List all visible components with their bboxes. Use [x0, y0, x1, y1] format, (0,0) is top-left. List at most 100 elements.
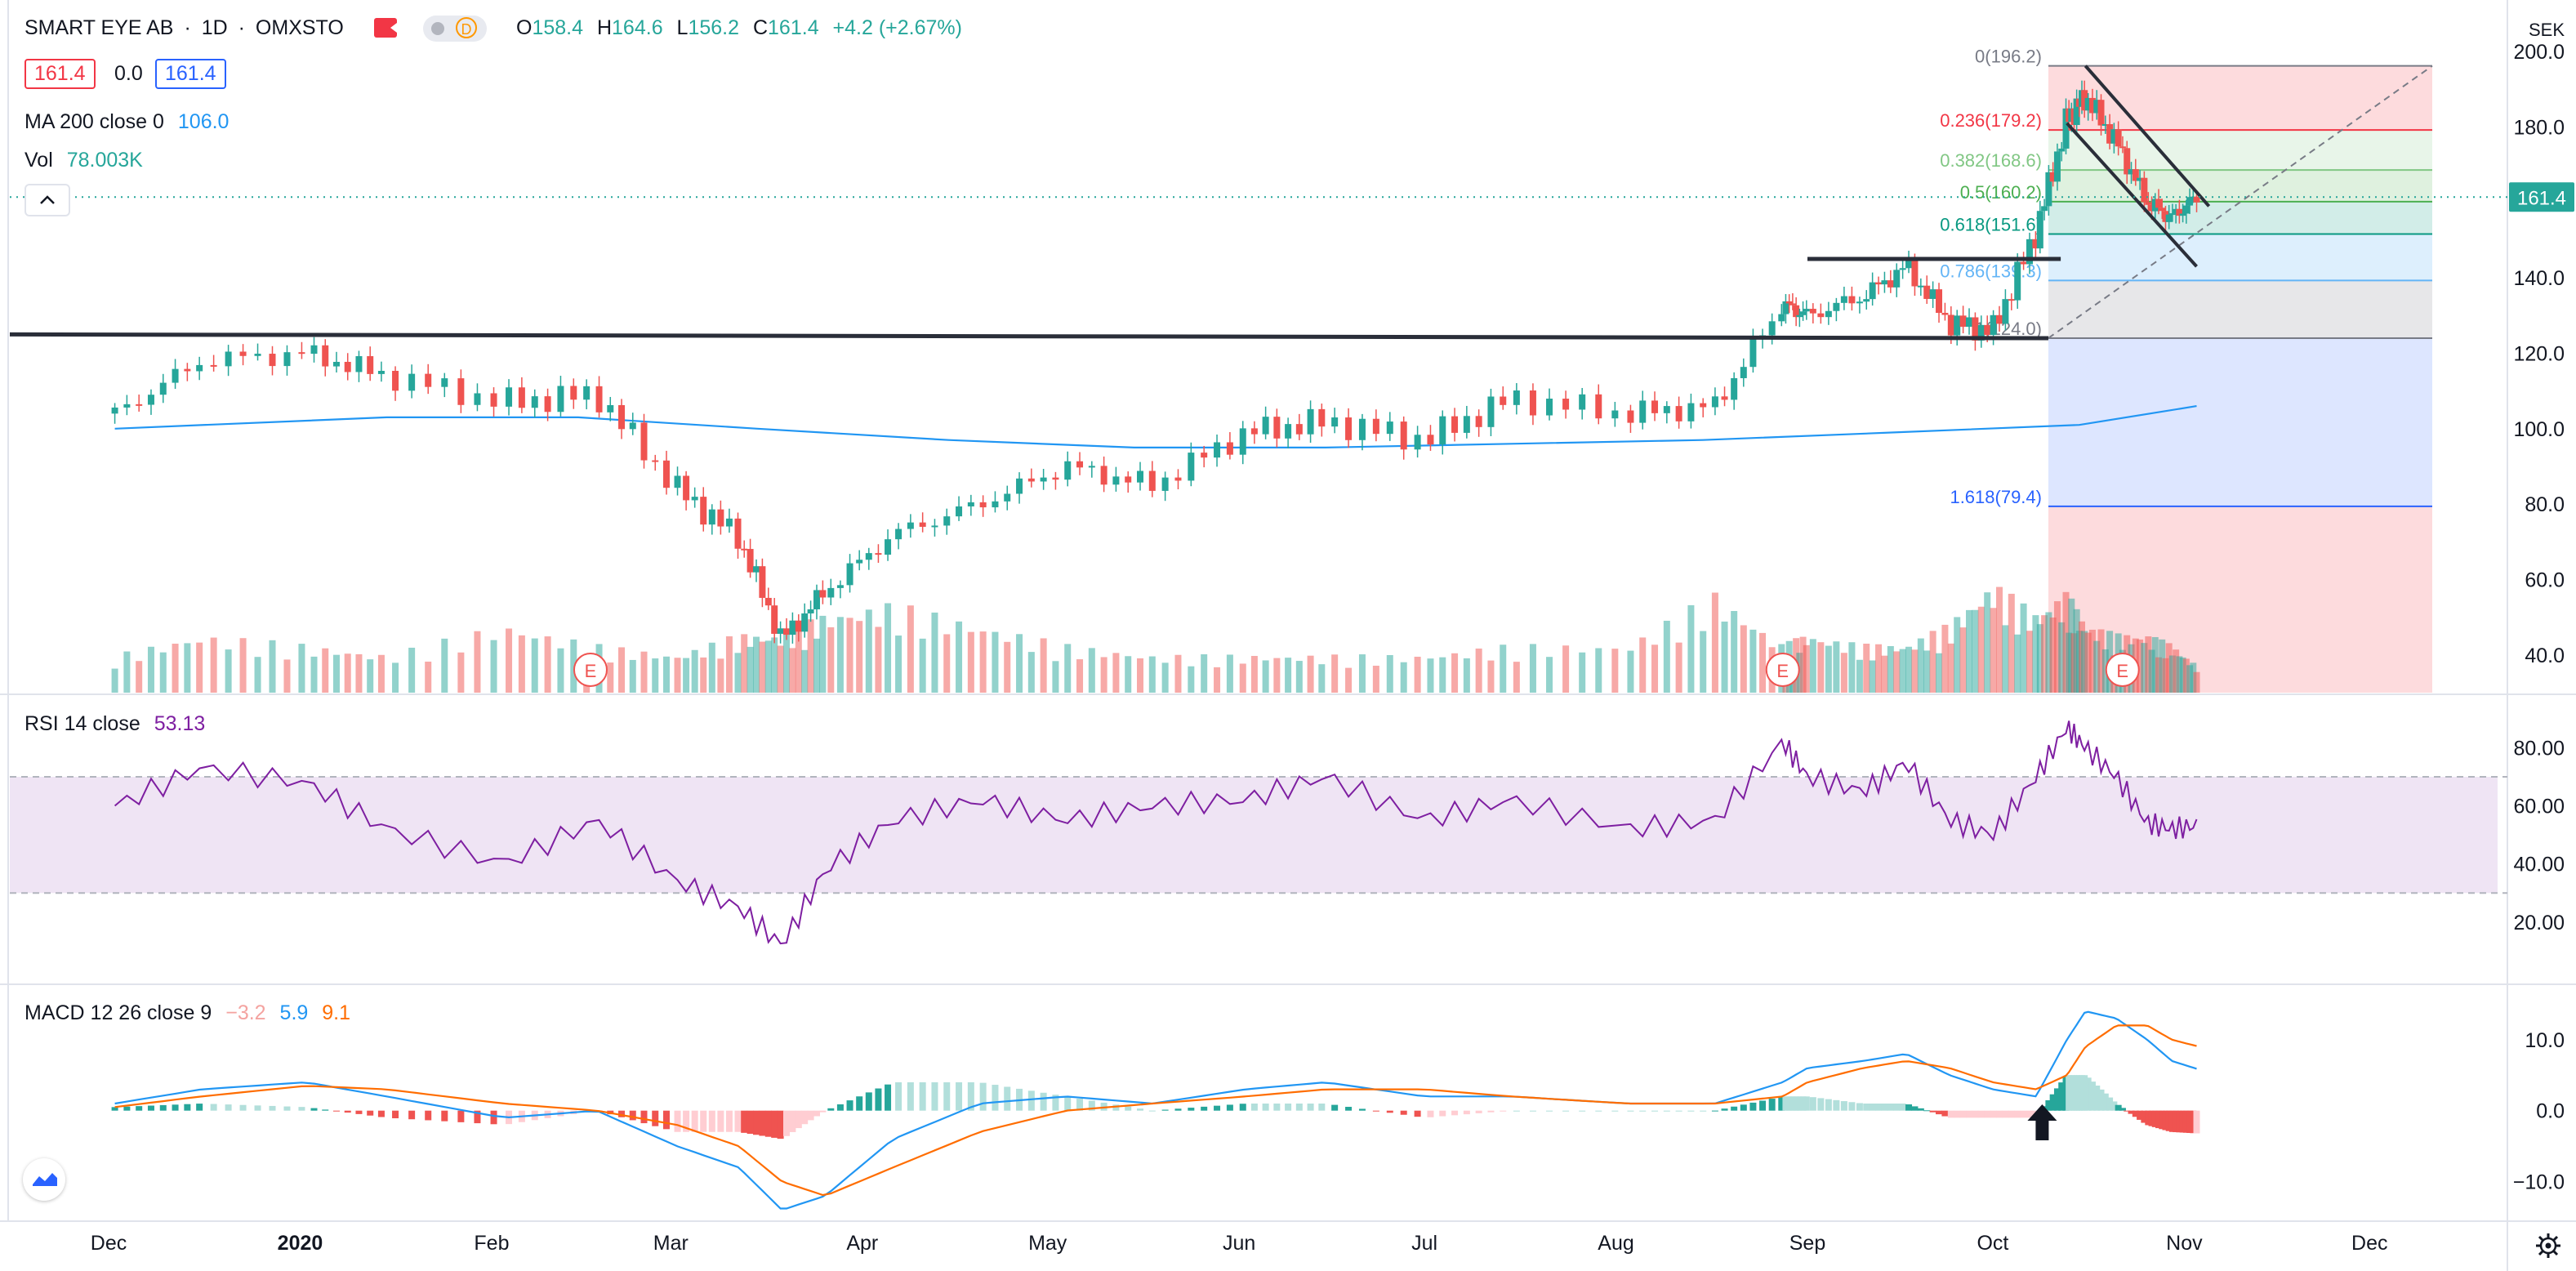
volume-bar: [1954, 617, 1961, 693]
macd-tick-label: 0.0: [2536, 1100, 2565, 1123]
candle-body: [777, 628, 784, 634]
volume-bar: [1929, 631, 1936, 693]
volume-bar: [1174, 654, 1182, 693]
macd-histogram-bar: [875, 1088, 882, 1111]
candle-body: [907, 522, 914, 529]
volume-bar: [570, 639, 577, 693]
candle-body: [895, 528, 902, 540]
macd-legend[interactable]: MACD 12 26 close 9 −3.2 5.9 9.1: [25, 1001, 351, 1024]
candle-body: [919, 522, 926, 527]
macd-histogram-bar: [1487, 1110, 1495, 1113]
volume-bar: [172, 644, 179, 693]
macd-histogram-bar: [771, 1110, 778, 1138]
volume-bar: [2193, 671, 2200, 693]
macd-histogram-bar: [2093, 1085, 2101, 1111]
candle-body: [2081, 90, 2088, 111]
volume-bar: [2026, 631, 2033, 693]
volume-bar: [700, 657, 707, 693]
candle-body: [2124, 148, 2131, 175]
candle-body: [1911, 261, 1919, 287]
macd-histogram-bar: [184, 1104, 191, 1111]
candle-body: [1414, 435, 1421, 450]
volume-bar: [1562, 645, 1570, 693]
macd-line: [114, 1010, 2197, 1210]
trendline-drawings[interactable]: [9, 65, 2211, 341]
candle-body: [474, 393, 481, 405]
candle-body: [1400, 421, 1407, 450]
volume-bar: [777, 645, 784, 693]
macd-histogram-bar: [1663, 1110, 1670, 1112]
volume-bar: [1675, 642, 1682, 693]
candle-body: [813, 590, 820, 609]
volume-bar: [992, 631, 999, 693]
candle-body: [1052, 477, 1059, 480]
tradingview-logo-button[interactable]: [23, 1158, 65, 1201]
macd-histogram-bar: [2132, 1110, 2139, 1117]
candle-body: [583, 386, 591, 400]
volume-bar: [1911, 649, 1919, 693]
candle-body: [2115, 129, 2122, 147]
macd-histogram-bar: [1789, 1096, 1796, 1111]
volume-bar: [2036, 624, 2043, 693]
candle-body: [2159, 207, 2166, 212]
volume-bar: [865, 609, 872, 693]
volume-bar: [2148, 649, 2155, 693]
candle-body: [782, 628, 790, 636]
candle-body: [652, 460, 659, 462]
candle-body: [2155, 198, 2163, 208]
candle-body: [408, 373, 416, 391]
candle-body: [1675, 406, 1682, 421]
candle-body: [1936, 289, 1943, 314]
settings-button[interactable]: [2532, 1229, 2565, 1262]
ma-legend[interactable]: MA 200 close 0 106.0: [25, 110, 230, 133]
volume-bar: [518, 635, 525, 693]
candle-body: [1966, 317, 1973, 328]
candle-body: [1372, 418, 1379, 435]
price-tick-label: 100.0: [2513, 418, 2565, 441]
macd-histogram-bar: [1546, 1110, 1553, 1112]
visibility-toggle[interactable]: D: [423, 16, 487, 42]
volume-bar: [795, 625, 802, 693]
symbol-legend[interactable]: SMART EYE AB · 1D · OMXSTO: [25, 16, 344, 39]
volume-bar: [1161, 662, 1169, 693]
macd-histogram-bar: [717, 1110, 724, 1132]
volume-bar: [1959, 627, 1967, 693]
volume-bar: [753, 636, 760, 693]
macd-histogram-bar: [741, 1110, 748, 1133]
volume-bar: [1917, 638, 1924, 693]
macd-histogram-bar: [885, 1084, 892, 1111]
volume-bar: [919, 638, 926, 693]
candle-body: [1595, 394, 1602, 419]
macd-histogram-bar: [1345, 1107, 1353, 1111]
rsi-legend[interactable]: RSI 14 close 53.13: [25, 712, 206, 735]
volume-bar: [355, 653, 363, 693]
candle-body: [1112, 476, 1120, 485]
macd-histogram-bar: [640, 1110, 648, 1124]
volume-bar: [1972, 609, 1979, 693]
candle-body: [1331, 417, 1339, 427]
macd-histogram-bar: [2119, 1108, 2126, 1111]
candle-body: [764, 597, 772, 606]
macd-tick-label: −10.0: [2513, 1171, 2565, 1194]
macd-histogram-bar: [2084, 1077, 2092, 1111]
volume-bar: [136, 661, 143, 693]
macd-histogram-bar: [1076, 1099, 1084, 1111]
price-axis[interactable]: 200.0180.0160.0140.0120.0100.080.060.040…: [10, 20, 2574, 667]
flag-icon[interactable]: [374, 18, 397, 38]
sell-button[interactable]: 161.4: [25, 59, 96, 89]
interval: 1D: [201, 16, 228, 39]
candle-body: [683, 475, 690, 501]
time-axis[interactable]: Dec 2020 Feb Mar Apr May Jun Jul Aug Sep Oct Nov Dec: [91, 1232, 2388, 1255]
fib-zone: [2048, 170, 2432, 202]
volume-bar: [1817, 642, 1825, 693]
buy-button[interactable]: 161.4: [155, 59, 226, 89]
volume-legend[interactable]: Vol 78.003K: [25, 149, 143, 172]
candle-body: [819, 590, 827, 598]
volume-bar: [1595, 648, 1602, 693]
candle-body: [1923, 285, 1931, 299]
collapse-legend-button[interactable]: [25, 184, 70, 216]
macd-histogram-bar: [1911, 1106, 1919, 1111]
candle-body: [147, 395, 154, 405]
